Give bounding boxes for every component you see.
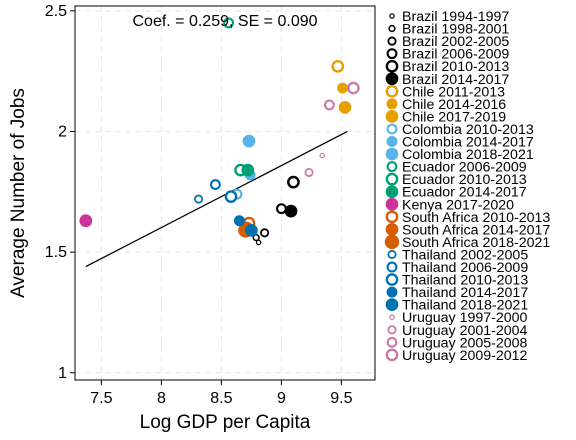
coefficient-annotation: Coef. = 0.259, SE = 0.090 (132, 13, 317, 30)
x-tick-label: 8.5 (210, 390, 232, 407)
data-point (337, 82, 349, 94)
data-point (209, 179, 221, 191)
legend-marker (385, 223, 399, 236)
legend-marker (385, 348, 399, 362)
data-point (241, 163, 255, 177)
legend-label: Colombia 2018-2021 (402, 147, 534, 163)
legend-label: Colombia 2010-2013 (402, 122, 534, 138)
legend-label: Kenya 2017-2020 (402, 197, 514, 213)
legend-marker (389, 13, 395, 19)
legend-label: Uruguay 2009-2012 (402, 348, 528, 364)
data-point (319, 152, 325, 159)
legend-marker (385, 185, 399, 199)
y-tick-label: 2.5 (45, 3, 67, 20)
legend-marker (385, 197, 399, 211)
legend-marker (387, 36, 397, 46)
legend-marker (387, 249, 397, 260)
data-point (338, 100, 352, 114)
data-points (79, 17, 360, 246)
data-point (233, 215, 245, 227)
legend-label: Thailand 2010-2013 (402, 273, 528, 289)
plot-area (74, 5, 376, 381)
legend-marker (385, 147, 399, 161)
legend-label: Chile 2011-2013 (402, 84, 505, 100)
legend-marker (385, 59, 399, 73)
x-axis: 7.5 8 8.5 9 9.5 (90, 380, 353, 407)
data-point (331, 59, 345, 73)
x-tick-label: 9 (277, 390, 286, 407)
legend-label: Brazil 1998-2001 (402, 22, 509, 38)
legend-label: Brazil 2002-2005 (402, 34, 509, 50)
data-point (224, 190, 238, 203)
legend-label: Uruguay 2005-2008 (402, 335, 528, 351)
data-point (287, 175, 300, 189)
legend-label: Uruguay 2001-2004 (402, 323, 528, 339)
legend-label: Chile 2017-2019 (402, 109, 506, 125)
legend-label: Brazil 2006-2009 (402, 47, 509, 63)
data-point (304, 167, 314, 178)
legend-marker (386, 123, 398, 135)
x-axis-label: Log GDP per Capita (140, 412, 311, 433)
gridlines (75, 6, 375, 380)
data-point (260, 228, 270, 238)
y-axis-label: Average Number of Jobs (8, 88, 29, 298)
legend-label: Ecuador 2010-2013 (402, 172, 527, 188)
legend-label: Chile 2014-2016 (402, 97, 506, 113)
legend-label: South Africa 2014-2017 (402, 222, 550, 238)
legend-marker (388, 24, 396, 33)
data-point (275, 203, 287, 215)
legend-label: Uruguay 1997-2000 (402, 310, 528, 326)
legend-marker (387, 325, 397, 335)
y-tick-label: 2 (58, 123, 67, 140)
data-point (242, 134, 256, 148)
y-axis: 1 1.5 2 2.5 (45, 3, 75, 382)
legend-label: Colombia 2014-2017 (402, 135, 534, 151)
data-point (245, 224, 258, 237)
legend-marker (384, 234, 400, 250)
legend-marker (386, 261, 398, 273)
legend-label: Brazil 1994-1997 (402, 9, 509, 25)
data-point (194, 194, 204, 204)
legend-marker (386, 161, 398, 173)
legend-marker (385, 172, 399, 186)
legend-label: Brazil 2010-2013 (402, 59, 509, 75)
legend-marker (385, 72, 399, 86)
x-tick-label: 7.5 (90, 390, 112, 407)
legend-marker (386, 98, 398, 110)
legend-label: Ecuador 2014-2017 (402, 185, 527, 201)
data-point (323, 99, 335, 111)
y-tick-label: 1.5 (45, 244, 67, 261)
data-point (252, 233, 260, 242)
legend-marker (385, 298, 399, 311)
y-tick-label: 1 (58, 365, 67, 382)
x-tick-label: 8 (157, 390, 166, 407)
data-point (347, 81, 360, 95)
legend-marker (389, 314, 395, 320)
legend-label: Thailand 2014-2017 (402, 285, 528, 301)
legend-marker (386, 286, 398, 298)
legend-label: Thailand 2018-2021 (402, 298, 528, 314)
legend-marker (386, 48, 398, 60)
legend-marker (386, 336, 398, 348)
legend-label: Ecuador 2006-2009 (402, 160, 527, 176)
data-point (223, 17, 235, 29)
legend-marker (385, 210, 399, 224)
fit-line (85, 130, 348, 268)
x-tick-label: 9.5 (330, 390, 352, 407)
legend-label: South Africa 2018-2021 (402, 235, 550, 251)
legend-marker (385, 273, 399, 286)
legend-label: South Africa 2010-2013 (402, 210, 550, 226)
legend-marker (385, 84, 399, 98)
legend-label: Thailand 2006-2009 (402, 260, 528, 276)
data-point (79, 214, 93, 228)
legend-marker (386, 136, 398, 147)
legend-marker (385, 110, 399, 123)
legend-label: Thailand 2002-2005 (402, 247, 528, 263)
data-point (284, 204, 298, 218)
legend-label: Brazil 2014-2017 (402, 72, 509, 88)
